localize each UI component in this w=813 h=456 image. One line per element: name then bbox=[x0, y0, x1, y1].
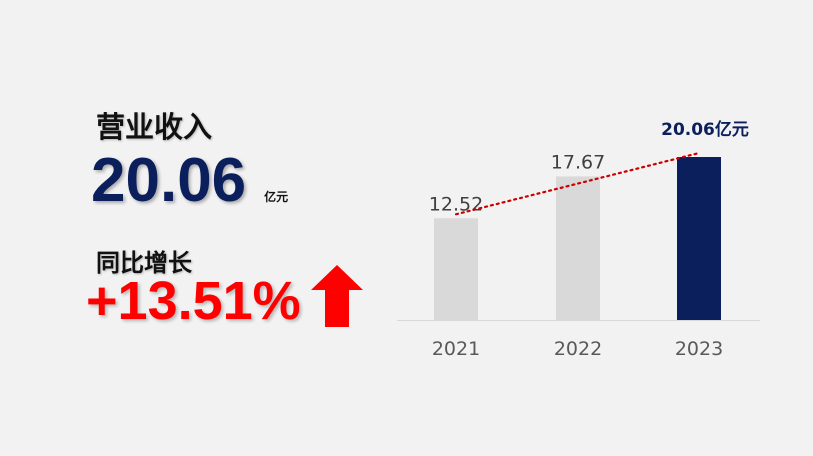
up-arrow-icon bbox=[310, 264, 365, 332]
x-tick-label: 2022 bbox=[554, 338, 602, 360]
trend-line bbox=[454, 151, 701, 216]
bar-2022 bbox=[556, 176, 600, 320]
growth-value: +13.51% bbox=[86, 271, 301, 331]
data-label: 17.67 bbox=[551, 151, 605, 173]
bar-2023 bbox=[677, 157, 721, 320]
kpi-unit: 亿元 bbox=[264, 190, 289, 204]
growth-row: +13.51% bbox=[86, 264, 365, 332]
data-label: 12.52 bbox=[429, 193, 483, 215]
growth-label: 同比增长 bbox=[96, 249, 192, 277]
x-tick-label: 2023 bbox=[675, 338, 723, 360]
data-label: 20.06亿元 bbox=[661, 119, 749, 140]
kpi-title: 营业收入 bbox=[96, 110, 213, 144]
kpi-value: 20.06 bbox=[91, 146, 247, 215]
bar-2021 bbox=[434, 218, 478, 320]
kpi-value-row: 20.06 亿元 bbox=[91, 146, 288, 216]
x-tick-label: 2021 bbox=[432, 338, 480, 360]
